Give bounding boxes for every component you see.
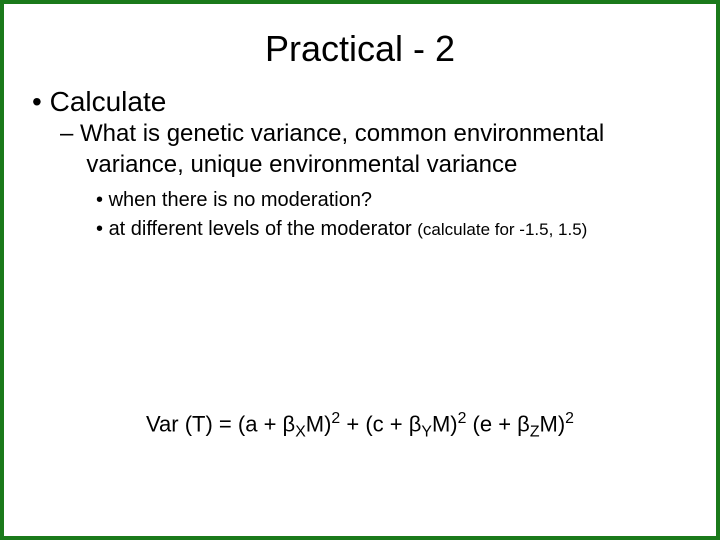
slide-title: Practical - 2	[4, 4, 716, 86]
formula-t3sub: Z	[530, 424, 540, 441]
formula-t3b: M)	[540, 411, 566, 436]
formula-sq1: 2	[331, 410, 340, 427]
formula-t1sub: X	[295, 424, 306, 441]
lvl2-text: What is genetic variance, common environ…	[60, 118, 688, 180]
formula: Var (T) = (a + βXM)2 + (c + βYM)2 (e + β…	[4, 410, 716, 442]
formula-lhs: Var (T) =	[146, 411, 238, 436]
slide: Practical - 2 Calculate What is genetic …	[0, 0, 720, 540]
slide-content: Calculate What is genetic variance, comm…	[4, 86, 716, 244]
bullet-list-lvl1: Calculate What is genetic variance, comm…	[32, 86, 688, 244]
lvl3b-main-text: at different levels of the moderator	[109, 218, 418, 240]
formula-t3a: (e + β	[473, 411, 530, 436]
formula-plus1: +	[340, 411, 365, 436]
formula-t1a: (a + β	[238, 411, 295, 436]
bullet-list-lvl2: What is genetic variance, common environ…	[60, 118, 688, 244]
formula-t2a: (c + β	[365, 411, 421, 436]
formula-t2sub: Y	[421, 424, 432, 441]
lvl1-text: Calculate	[50, 86, 167, 117]
formula-t1b: M)	[306, 411, 332, 436]
lvl3b-small-text: (calculate for -1.5, 1.5)	[417, 220, 587, 239]
formula-sq3: 2	[565, 410, 574, 427]
bullet-list-lvl3: when there is no moderation? at differen…	[96, 186, 688, 244]
list-item: Calculate What is genetic variance, comm…	[32, 86, 688, 244]
list-item: What is genetic variance, common environ…	[60, 118, 688, 244]
lvl3a-text: when there is no moderation?	[109, 189, 373, 211]
formula-t2b: M)	[432, 411, 458, 436]
list-item: when there is no moderation?	[96, 186, 688, 215]
list-item: at different levels of the moderator (ca…	[96, 215, 688, 244]
